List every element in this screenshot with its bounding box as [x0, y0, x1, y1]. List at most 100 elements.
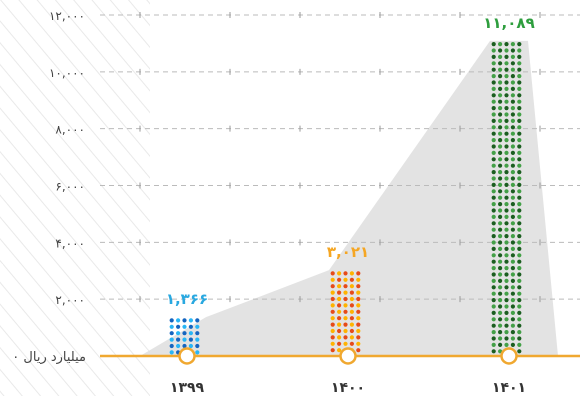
bar-dot	[504, 74, 509, 79]
bar-dot	[188, 324, 193, 329]
bar-dot	[498, 112, 503, 117]
bar-dot	[510, 150, 515, 155]
bar-dot	[510, 195, 515, 200]
bar-dot	[330, 284, 335, 289]
bar-dot	[349, 303, 354, 308]
bar-dot	[337, 316, 342, 321]
bar-dot	[330, 296, 335, 302]
bar-dot	[356, 303, 361, 308]
bar-dot	[337, 303, 342, 308]
bar-dot	[510, 106, 515, 111]
bar-dot	[510, 144, 515, 149]
bar-dot	[517, 221, 522, 226]
bar-dot	[343, 316, 348, 321]
bar-dot	[491, 118, 496, 123]
bar-dot	[491, 202, 496, 207]
bar-dot	[510, 272, 515, 277]
bar-dot	[337, 309, 342, 314]
bar-1	[330, 271, 361, 353]
bar-dot	[491, 61, 496, 66]
bar-dot	[498, 342, 503, 347]
bar-dot	[343, 322, 348, 327]
bar-dot	[510, 170, 515, 175]
bar-dot	[337, 277, 342, 282]
bar-dot	[349, 316, 354, 321]
x-tick-label: ۱۴۰۱	[492, 380, 526, 396]
bar-dot	[510, 189, 515, 194]
bar-dot	[517, 234, 522, 239]
bar-dot	[510, 61, 515, 66]
bar-dot	[498, 240, 503, 245]
bar-dot	[504, 67, 509, 72]
bar-dot	[504, 42, 509, 47]
bar-dot	[195, 343, 200, 349]
bar-dot	[498, 208, 503, 213]
bar-dot	[517, 195, 522, 200]
bar-dot	[510, 227, 515, 232]
bar-dot	[356, 309, 361, 314]
bar-dot	[498, 86, 503, 91]
bar-dot	[504, 150, 509, 155]
bar-dot	[504, 266, 509, 271]
bar-dot	[517, 61, 522, 66]
bar-dot	[498, 278, 503, 283]
bar-dot	[498, 93, 503, 98]
bar-dot	[356, 296, 361, 302]
bar-dot	[491, 48, 496, 53]
bar-dot	[330, 303, 335, 308]
bar-dot	[498, 99, 503, 104]
bar-dot	[491, 67, 496, 72]
bar-dot	[510, 202, 515, 207]
bar-dot	[498, 189, 503, 194]
y-tick-label: ۴,۰۰۰	[55, 236, 85, 250]
bar-dot	[330, 341, 335, 346]
bar-dot	[491, 214, 496, 219]
bar-dot	[356, 341, 361, 346]
bar-dot	[510, 86, 515, 91]
bar-dot	[517, 150, 522, 155]
bar-dot	[504, 342, 509, 347]
bar-dot	[343, 335, 348, 340]
bar-dot	[498, 125, 503, 130]
bar-dot	[498, 138, 503, 143]
bar-dot	[498, 74, 503, 79]
bar-dot	[182, 324, 187, 329]
bar-dot	[349, 284, 354, 289]
bar-dot	[491, 138, 496, 143]
x-marker-2	[500, 347, 518, 365]
bar-dot	[510, 310, 515, 315]
bar-dot	[498, 150, 503, 155]
bar-dot	[510, 234, 515, 239]
x-tick-labels: ۱۳۹۹ ۱۴۰۰ ۱۴۰۱	[170, 380, 526, 396]
bar-dot	[491, 278, 496, 283]
shadow-shape	[140, 40, 558, 357]
bar-dot	[510, 266, 515, 271]
bar-dot	[330, 277, 335, 282]
bar-dot	[498, 170, 503, 175]
bar-dot	[517, 266, 522, 271]
bar-dot	[356, 316, 361, 321]
bar-dot	[517, 291, 522, 296]
bar-dot	[504, 317, 509, 322]
bar-dot	[510, 291, 515, 296]
bar-dot	[498, 48, 503, 53]
bar-dot	[337, 290, 342, 295]
x-tick-label: ۱۴۰۰	[331, 380, 365, 396]
bar-dot	[330, 316, 335, 321]
bar-dot	[491, 266, 496, 271]
bar-dot	[510, 42, 515, 47]
bar-dot	[517, 342, 522, 347]
bar-dot	[356, 277, 361, 282]
bar-dot	[510, 80, 515, 85]
bar-dot	[504, 323, 509, 328]
bar-dot	[510, 304, 515, 309]
bar-dot	[182, 331, 187, 336]
bar-dot	[510, 118, 515, 123]
bar-dot	[517, 259, 522, 264]
bar-dot	[510, 317, 515, 322]
bar-dot	[195, 331, 200, 336]
bar-dot	[491, 163, 496, 168]
bar-dot	[491, 99, 496, 104]
bar-dot	[498, 298, 503, 303]
bar-dot	[517, 106, 522, 111]
